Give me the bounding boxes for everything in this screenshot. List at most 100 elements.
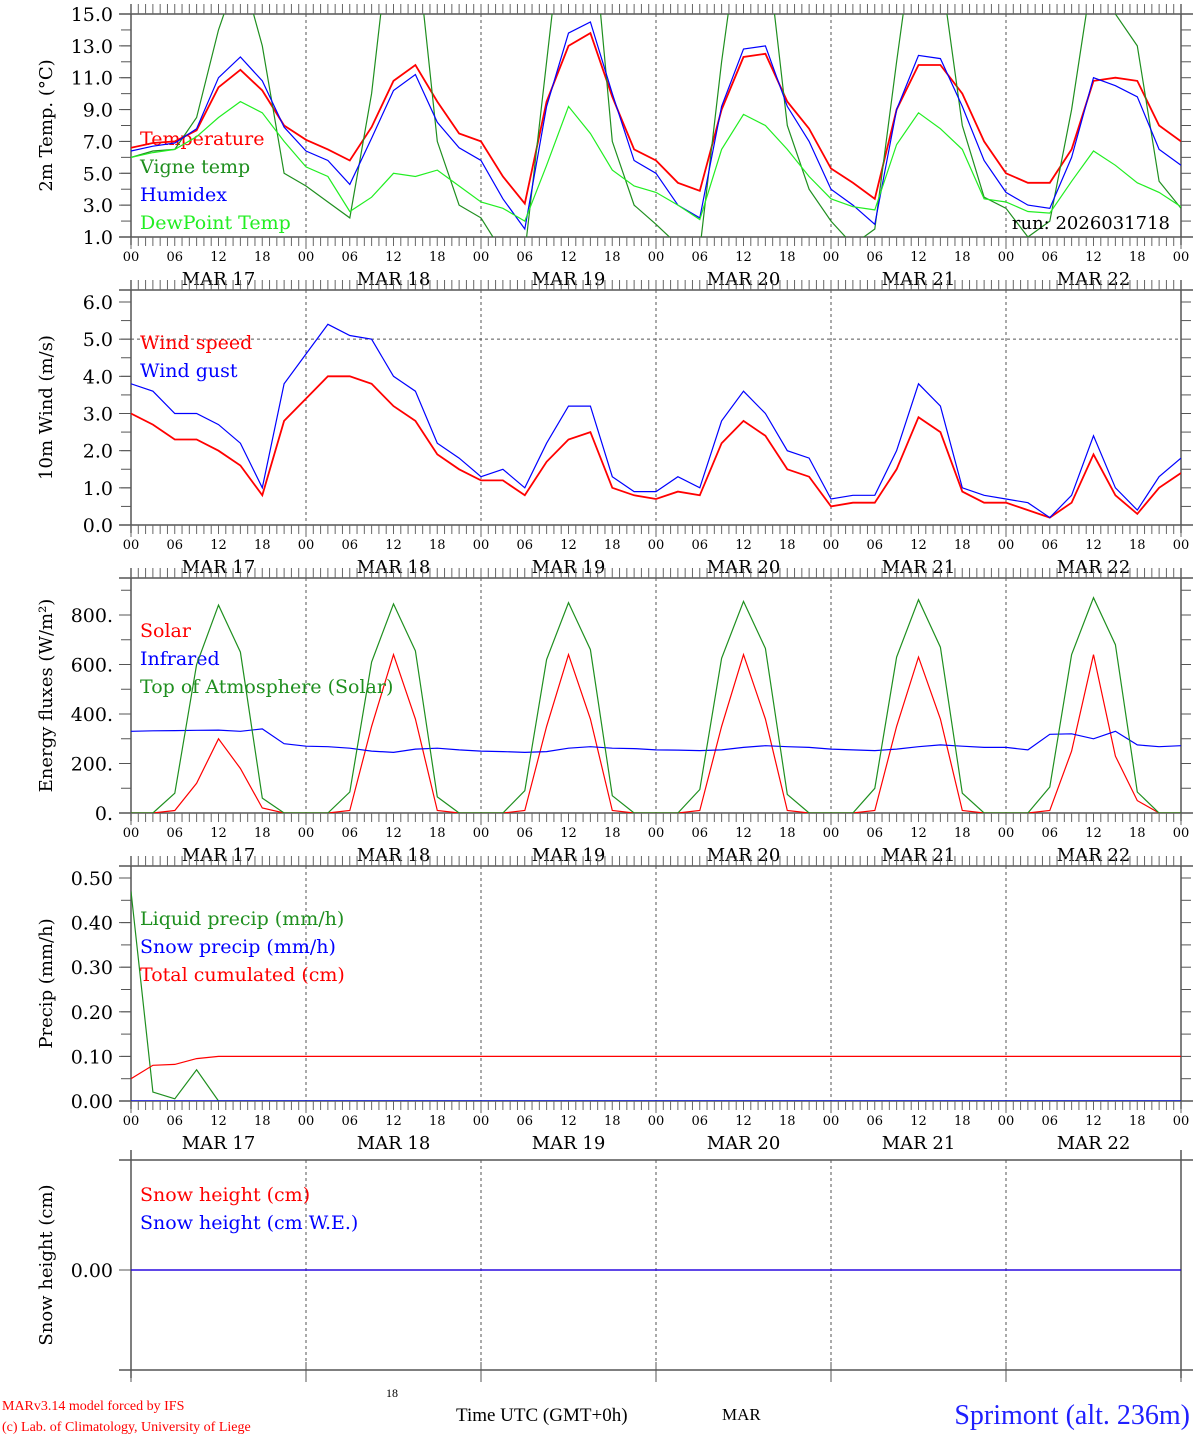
y-tick-label: 600.: [71, 655, 113, 677]
x-tick-label: 06: [1041, 826, 1058, 841]
x-tick-label: 18: [429, 250, 446, 265]
legend-entry: Vigne temp: [139, 156, 250, 178]
day-label: MAR 19: [532, 845, 606, 866]
x-tick-label: 06: [341, 250, 358, 265]
day-label: MAR 21: [882, 269, 956, 290]
x-tick-label: 12: [385, 1114, 402, 1129]
day-label: MAR 18: [357, 845, 431, 866]
x-tick-label: 00: [473, 1114, 490, 1129]
y-tick-label: 1.0: [83, 478, 113, 500]
x-tick-label: 06: [691, 538, 708, 553]
y-tick-label: 0.0: [83, 515, 113, 537]
x-tick-label: 18: [429, 538, 446, 553]
x-tick-label: 00: [1173, 826, 1190, 841]
y-tick-label: 1.0: [83, 227, 113, 249]
legend-entry: Snow height (cm): [140, 1184, 310, 1206]
panel-0: 00 06 12 18 00 06 12 18 00 06 12 18 00 06 12 18 00 06 12 18…: [36, 4, 1193, 290]
series-line-wind-speed: [131, 375, 1181, 519]
legend-entry: Temperature: [140, 128, 264, 150]
day-label: MAR 17: [182, 269, 256, 290]
y-tick-label: 0.30: [71, 957, 113, 979]
x-tick-label: 12: [210, 826, 227, 841]
x-tick-label: 18: [254, 826, 271, 841]
x-tick-label: 12: [1085, 1114, 1102, 1129]
x-tick-label: 00: [1173, 1114, 1190, 1129]
x-tick-label: 06: [866, 1114, 883, 1129]
x-tick-label: 06: [166, 250, 183, 265]
legend-entry: Top of Atmosphere (Solar): [140, 676, 393, 698]
y-tick-label: 0.50: [71, 868, 113, 890]
series-line-wind-gust: [131, 323, 1181, 519]
panel-1: 00 06 12 18 00 06 12 18 00 06 12 18 00 06 12 18 00 06 12 18…: [36, 280, 1193, 578]
x-tick-label: 12: [735, 826, 752, 841]
legend-entry: Wind speed: [140, 332, 252, 354]
x-tick-label: 12: [560, 1114, 577, 1129]
x-tick-label: 00: [473, 538, 490, 553]
x-tick-label: 00: [648, 538, 665, 553]
y-tick-label: 4.0: [83, 366, 113, 388]
y-tick-label: 5.0: [83, 329, 113, 351]
y-axis-title: Energy fluxes (W/m²): [36, 599, 57, 793]
day-label: MAR 17: [182, 557, 256, 578]
y-tick-label: 6.0: [83, 292, 113, 314]
x-tick-label: 18: [779, 826, 796, 841]
y-tick-label: 0.: [95, 803, 113, 825]
y-tick-label: 9.0: [83, 100, 113, 122]
series-line-humidex: [131, 21, 1181, 231]
x-tick-label: 18: [1129, 538, 1146, 553]
legend-entry: Total cumulated (cm): [140, 964, 345, 986]
x-tick-label: 12: [735, 538, 752, 553]
x-tick-label: 18: [1129, 1114, 1146, 1129]
x-tick-label: 18: [954, 538, 971, 553]
x-tick-label: 06: [516, 250, 533, 265]
x-tick-label: 18: [954, 1114, 971, 1129]
x-tick-label: 12: [210, 1114, 227, 1129]
x-tick-label: 18: [954, 250, 971, 265]
series-line-infrared: [131, 728, 1181, 754]
x-tick-label: 06: [691, 1114, 708, 1129]
x-tick-label: 12: [1085, 538, 1102, 553]
x-tick-label: 06: [1041, 1114, 1058, 1129]
x-tick-label: 12: [1085, 826, 1102, 841]
x-tick-label: 00: [1173, 250, 1190, 265]
x-tick-label: 18: [1129, 250, 1146, 265]
day-label: MAR 22: [1057, 1133, 1131, 1154]
x-tick-label: 00: [648, 250, 665, 265]
x-tick-label: 06: [691, 250, 708, 265]
x-axis-title: Time UTC (GMT+0h): [456, 1405, 628, 1426]
x-tick-label: 00: [998, 826, 1015, 841]
y-tick-label: 5.0: [83, 163, 113, 185]
y-tick-label: 3.0: [83, 404, 113, 426]
x-tick-label: 00: [648, 826, 665, 841]
x-tick-label: 12: [210, 538, 227, 553]
x-tick-label: 12: [910, 1114, 927, 1129]
x-tick-label: 00: [998, 1114, 1015, 1129]
x-tick-label: 00: [998, 250, 1015, 265]
x-tick-label: 18: [604, 250, 621, 265]
y-axis-title: 10m Wind (m/s): [36, 335, 57, 480]
x-tick-label: 06: [866, 826, 883, 841]
x-tick-label: 00: [298, 1114, 315, 1129]
day-label: MAR 20: [707, 845, 781, 866]
panel-4: 0.00 Snow height (cm) Snow height (cm) Snow…: [36, 1150, 1193, 1382]
x-tick-label: 12: [385, 250, 402, 265]
y-axis-title: Precip (mm/h): [36, 918, 57, 1048]
x-tick-label: 00: [123, 250, 140, 265]
x-tick-label: 00: [1173, 538, 1190, 553]
y-tick-label: 13.0: [71, 36, 113, 58]
x-tick-label: 06: [691, 826, 708, 841]
x-tick-label: 12: [735, 250, 752, 265]
y-tick-label: 0.00: [71, 1260, 113, 1282]
x-tick-label: 06: [866, 538, 883, 553]
x-tick-label: 00: [298, 250, 315, 265]
day-label: MAR 18: [357, 269, 431, 290]
x-tick-label: 12: [385, 538, 402, 553]
legend-entry: DewPoint Temp: [140, 212, 291, 234]
x-tick-label: 18: [254, 1114, 271, 1129]
stray-hour-label: 18: [386, 1386, 398, 1400]
y-tick-label: 0.10: [71, 1046, 113, 1068]
x-tick-label: 00: [823, 1114, 840, 1129]
station-name: Sprimont (alt. 236m): [954, 1400, 1190, 1431]
day-label: MAR 18: [357, 557, 431, 578]
